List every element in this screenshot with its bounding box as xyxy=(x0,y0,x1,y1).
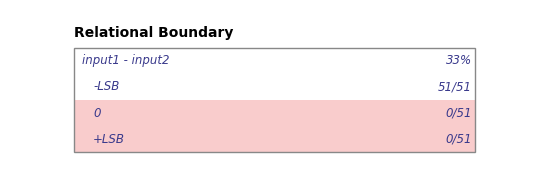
Bar xyxy=(75,48,475,152)
Text: input1 - input2: input1 - input2 xyxy=(82,54,169,67)
Text: 0/51: 0/51 xyxy=(445,107,472,120)
Text: 33%: 33% xyxy=(446,54,472,67)
Bar xyxy=(75,74,475,100)
Text: 0: 0 xyxy=(93,107,101,120)
Bar xyxy=(75,126,475,152)
Bar xyxy=(75,48,475,74)
Text: Relational Boundary: Relational Boundary xyxy=(75,26,234,40)
Text: +LSB: +LSB xyxy=(93,133,125,146)
Text: -LSB: -LSB xyxy=(93,80,120,93)
Bar xyxy=(75,100,475,126)
Text: 51/51: 51/51 xyxy=(438,80,472,93)
Text: 0/51: 0/51 xyxy=(445,133,472,146)
